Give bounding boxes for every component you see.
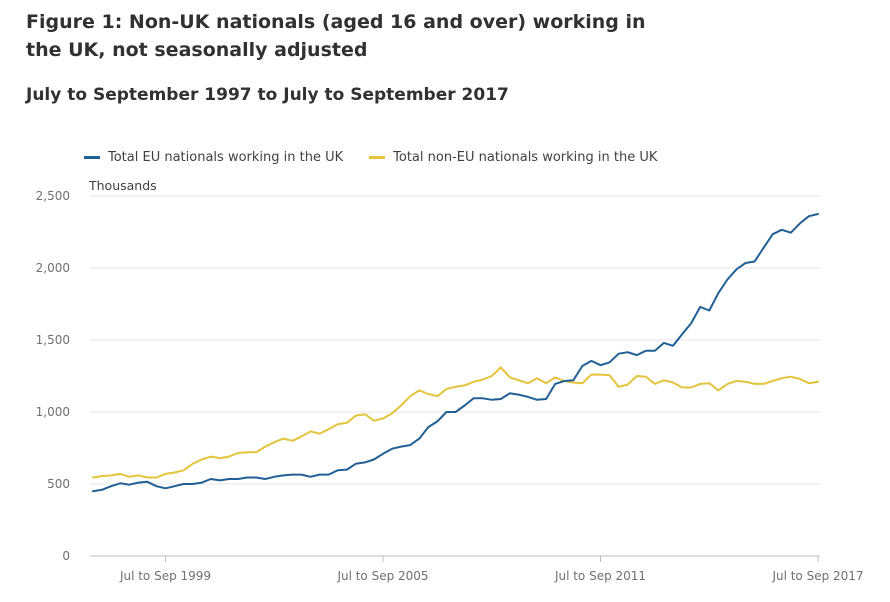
chart-legend: Total EU nationals working in the UK Tot… [84, 147, 657, 167]
figure-subtitle: July to September 1997 to July to Septem… [26, 85, 509, 105]
series-line-non-eu [92, 366, 819, 479]
legend-label-non-eu: Total non-EU nationals working in the UK [393, 149, 658, 165]
y-axis-units-label: Thousands [89, 178, 157, 193]
x-tick-label: Jul to Sep 2017 [771, 569, 863, 583]
y-tick-label: 0 [62, 549, 70, 563]
y-tick-label: 1,500 [36, 333, 70, 347]
legend-label-eu: Total EU nationals working in the UK [108, 149, 344, 165]
y-tick-label: 1,000 [36, 405, 70, 419]
legend-swatch-eu [84, 155, 100, 159]
y-tick-label: 2,000 [36, 261, 70, 275]
x-tick-label: Jul to Sep 1999 [119, 569, 211, 583]
figure-title: Figure 1: Non-UK nationals (aged 16 and … [26, 11, 646, 61]
series-line-eu [92, 213, 819, 493]
x-tick-label: Jul to Sep 2005 [336, 569, 428, 583]
x-tick-label: Jul to Sep 2011 [554, 569, 646, 583]
legend-swatch-non-eu [369, 155, 386, 159]
y-tick-label: 500 [47, 477, 70, 491]
legend-item-non-eu: Total non-EU nationals working in the UK [369, 150, 657, 165]
legend-item-eu: Total EU nationals working in the UK [84, 150, 343, 165]
y-tick-label: 2,500 [36, 189, 70, 203]
